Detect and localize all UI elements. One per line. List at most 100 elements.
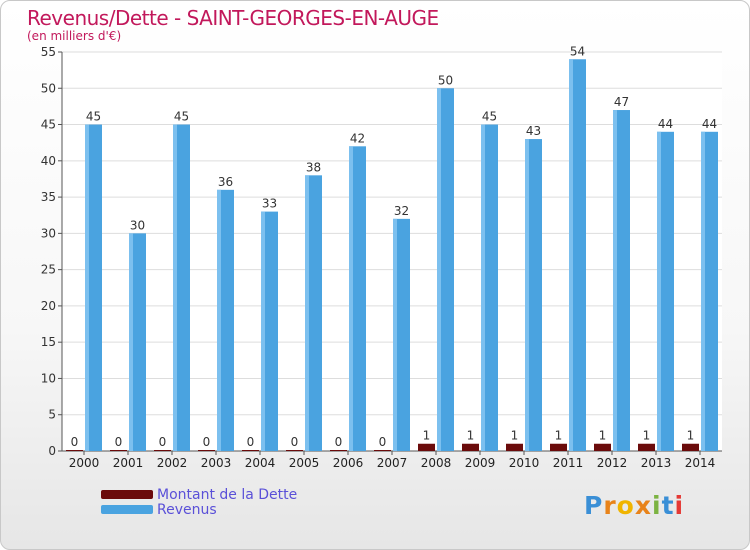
x-tick-label: 2010 [509,456,540,470]
revenue-bar [261,211,278,451]
debt-value-label: 0 [247,435,255,449]
revenue-bar [481,124,498,451]
y-tick-label: 30 [41,226,56,240]
revenue-value-label: 44 [658,117,673,131]
revenue-bar [305,175,322,451]
revenue-bar-highlight [481,124,485,451]
revenue-bar [173,124,190,451]
revenue-bar [393,218,410,451]
revenue-bar [613,110,630,451]
debt-value-label: 1 [687,429,695,443]
debt-value-label: 0 [203,435,211,449]
y-tick-label: 5 [48,408,56,422]
debt-value-label: 1 [555,429,563,443]
revenue-bar [217,189,234,451]
debt-bar [594,443,611,451]
revenue-value-label: 54 [570,44,585,58]
revenue-value-label: 30 [130,218,145,232]
y-tick-label: 50 [41,81,56,95]
revenue-bar-highlight [85,124,89,451]
x-tick-label: 2013 [641,456,672,470]
revenue-bar-highlight [437,88,441,451]
revenue-value-label: 42 [350,131,365,145]
y-tick-label: 10 [41,371,56,385]
x-tick-label: 2005 [289,456,320,470]
plot-area [62,52,722,451]
x-tick-label: 2007 [377,456,408,470]
x-tick-label: 2008 [421,456,452,470]
revenue-bar-highlight [613,110,617,451]
debt-bar [242,450,259,451]
revenue-value-label: 33 [262,197,277,211]
revenue-bar [569,59,586,451]
debt-value-label: 0 [379,435,387,449]
x-tick-label: 2006 [333,456,364,470]
revenue-bar-highlight [217,189,221,451]
revenue-value-label: 50 [438,73,453,87]
debt-value-label: 1 [511,429,519,443]
proxiti-logo: Proxiti [584,491,685,520]
revenue-bar-highlight [525,139,529,451]
revenue-bar [437,88,454,451]
revenue-bar-highlight [129,233,133,451]
chart-title: Revenus/Dette - SAINT-GEORGES-EN-AUGE [27,6,439,30]
debt-value-label: 1 [467,429,475,443]
y-tick-label: 0 [48,444,56,458]
debt-bar [374,450,391,451]
x-tick-label: 2014 [685,456,716,470]
debt-bar [638,443,655,451]
revenue-bar [701,131,718,452]
debt-value-label: 1 [643,429,651,443]
x-tick-label: 2000 [69,456,100,470]
y-tick-label: 35 [41,190,56,204]
x-tick-label: 2003 [201,456,232,470]
legend-label-debt: Montant de la Dette [157,486,298,503]
debt-bar [66,450,83,451]
debt-value-label: 1 [423,429,431,443]
y-tick-label: 55 [41,45,56,59]
x-tick-label: 2011 [553,456,584,470]
revenue-bar-highlight [569,59,573,451]
debt-bar [154,450,171,451]
debt-bar [418,443,435,451]
debt-bar [506,443,523,451]
revenue-value-label: 45 [174,110,189,124]
revenue-value-label: 43 [526,124,541,138]
revenue-value-label: 44 [702,117,717,131]
revenue-bar [85,124,102,451]
revenue-bar [129,233,146,451]
revenue-bar [349,146,366,452]
y-tick-label: 40 [41,154,56,168]
debt-value-label: 0 [291,435,299,449]
legend: Montant de la Dette Revenus [101,486,298,518]
legend-label-revenue: Revenus [157,501,217,518]
revenue-bar-highlight [657,131,661,452]
revenue-bar-highlight [173,124,177,451]
revenue-value-label: 45 [482,110,497,124]
revenue-value-label: 36 [218,175,233,189]
debt-value-label: 0 [335,435,343,449]
revenue-bar [525,139,542,451]
legend-swatch-debt [101,490,153,499]
revenue-bar-highlight [701,131,705,452]
y-tick-label: 20 [41,299,56,313]
x-tick-label: 2002 [157,456,188,470]
revenue-bar-highlight [393,218,397,451]
legend-swatch-revenue [101,505,153,514]
debt-value-label: 0 [115,435,123,449]
debt-value-label: 0 [71,435,79,449]
debt-bar [198,450,215,451]
x-tick-label: 2004 [245,456,276,470]
debt-bar [330,450,347,451]
revenue-value-label: 38 [306,160,321,174]
y-tick-label: 45 [41,118,56,132]
x-tick-label: 2012 [597,456,628,470]
y-tick-label: 15 [41,335,56,349]
revenue-bar-highlight [261,211,265,451]
debt-bar [110,450,127,451]
debt-bar [682,443,699,451]
revenue-value-label: 32 [394,204,409,218]
debt-bar [550,443,567,451]
revenue-bar-highlight [349,146,353,452]
